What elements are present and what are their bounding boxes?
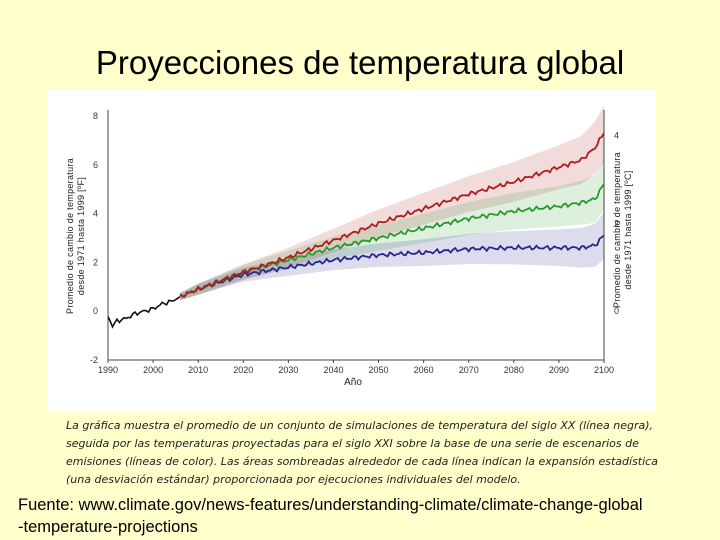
x-tick-label: 2080	[504, 365, 524, 375]
x-tick-label: 2050	[369, 365, 389, 375]
y-tick-label-left: -2	[90, 355, 98, 365]
series-line-high	[179, 132, 605, 298]
x-tick-label: 2070	[459, 365, 479, 375]
source-line-1: Fuente: www.climate.gov/news-features/un…	[18, 496, 643, 514]
y-tick-label-left: 8	[93, 111, 98, 121]
y-tick-label-left: 2	[93, 257, 98, 267]
y-tick-label-right: 0	[614, 306, 619, 316]
y-tick-label-left: 0	[93, 306, 98, 316]
slide-title: Proyecciones de temperatura global	[95, 44, 625, 81]
chart-panel: 8 6 4 2 0 -2 4 2 0 1990 2000 2010 2020 2030 2040 2050 20…	[48, 90, 656, 412]
band-high	[180, 105, 605, 301]
series-line-mid	[179, 183, 605, 298]
x-axis-label: Año	[344, 377, 362, 388]
x-tick-label: 2010	[188, 365, 208, 375]
x-tick-label: 2020	[233, 365, 253, 375]
source-line-2: -temperature-projections	[18, 518, 198, 536]
y-tick-label-right: 2	[614, 218, 619, 228]
x-tick-label: 2030	[278, 365, 298, 375]
chart-caption: La gráfica muestra el promedio de un con…	[66, 419, 658, 486]
y-tick-label-right: 4	[614, 131, 619, 141]
band-mid	[180, 158, 605, 301]
y-tick-label-left: 4	[93, 209, 98, 219]
temperature-chart: 8 6 4 2 0 -2 4 2 0 1990 2000 2010 2020 2030 2040 2050 20…	[65, 105, 633, 388]
y-tick-label-left: 6	[93, 160, 98, 170]
series-line-low	[179, 234, 605, 298]
series-line-historical	[107, 295, 181, 329]
x-tick-label: 2090	[549, 365, 569, 375]
x-tick-label: 2100	[594, 365, 614, 375]
x-tick-label: 2040	[323, 365, 343, 375]
x-tick-label: 1990	[98, 365, 118, 375]
source-citation: Fuente: www.climate.gov/news-features/un…	[18, 494, 718, 538]
x-tick-label: 2000	[143, 365, 163, 375]
x-tick-label: 2060	[414, 365, 434, 375]
y-axis-label-left-1: Promedio de cambio de temperaturadesde 1…	[65, 158, 86, 314]
y-axis-label-right-1: Promedio de cambio de temperaturadesde 1…	[612, 152, 633, 308]
band-low	[180, 212, 605, 301]
